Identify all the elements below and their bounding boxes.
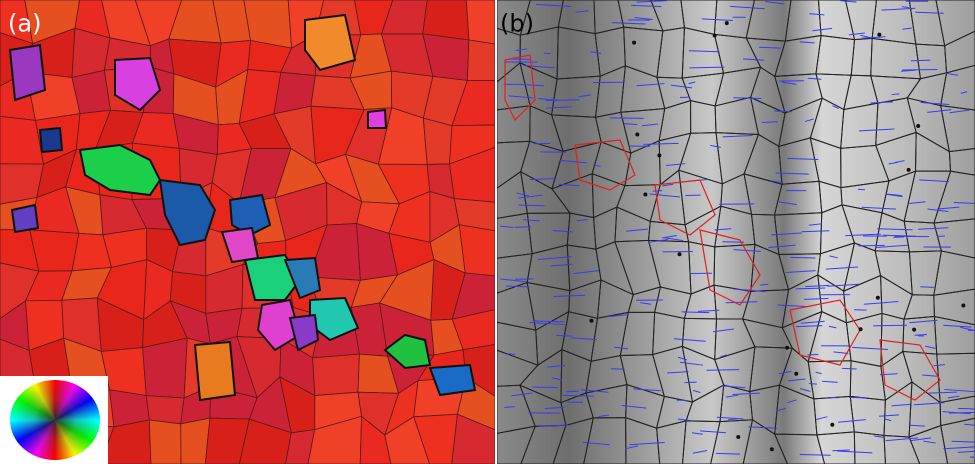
twin-line — [689, 67, 724, 68]
pore — [785, 346, 789, 350]
pore — [678, 252, 682, 256]
pore — [713, 33, 717, 37]
twin-line — [532, 387, 558, 388]
twin-line — [610, 118, 644, 119]
grain — [368, 110, 386, 128]
twin-line — [515, 227, 532, 228]
twin-line — [873, 325, 907, 326]
pore — [725, 21, 729, 25]
twin-line — [706, 370, 739, 371]
grain — [40, 128, 62, 152]
pore — [912, 328, 916, 332]
pore — [961, 304, 965, 308]
pore — [643, 193, 647, 197]
color-key — [0, 376, 108, 464]
twin-line — [892, 94, 900, 95]
grain — [467, 40, 495, 80]
figure: (a) (b) — [0, 0, 975, 464]
grain — [30, 230, 79, 271]
twin-line — [920, 287, 934, 288]
pore — [916, 124, 920, 128]
grain — [313, 354, 360, 395]
twin-line — [902, 69, 937, 70]
panel-label: (a) — [8, 10, 41, 38]
grain — [12, 205, 38, 232]
pore — [736, 435, 740, 439]
grain — [149, 420, 181, 464]
twin-line — [518, 205, 544, 206]
grain — [181, 418, 210, 464]
grain — [459, 225, 495, 276]
twin-line — [774, 111, 792, 112]
twin-line — [858, 189, 865, 190]
twin-line — [809, 383, 817, 384]
pore — [859, 327, 863, 331]
twin-line — [685, 382, 697, 383]
grain — [466, 0, 495, 44]
grain — [423, 118, 452, 164]
pore — [907, 168, 911, 172]
grain — [143, 338, 188, 398]
pore — [657, 153, 661, 157]
twin-line — [504, 407, 514, 408]
grain — [146, 396, 184, 424]
page: (a) (b) (() => { const data = JSON.parse… — [0, 0, 975, 464]
color-wheel — [10, 380, 100, 460]
pore — [877, 33, 881, 37]
twin-line — [958, 408, 975, 409]
pore — [830, 423, 834, 427]
grain — [10, 45, 45, 100]
twin-line — [507, 354, 515, 355]
twin-line — [842, 368, 857, 369]
pore — [589, 319, 593, 323]
grain — [195, 342, 235, 400]
pore — [770, 447, 774, 451]
pore — [794, 372, 798, 376]
pore — [876, 296, 880, 300]
panel-label: (b) — [500, 10, 534, 38]
twin-line — [790, 257, 815, 258]
pore — [635, 132, 639, 136]
grain — [423, 0, 469, 40]
pore — [632, 41, 636, 45]
